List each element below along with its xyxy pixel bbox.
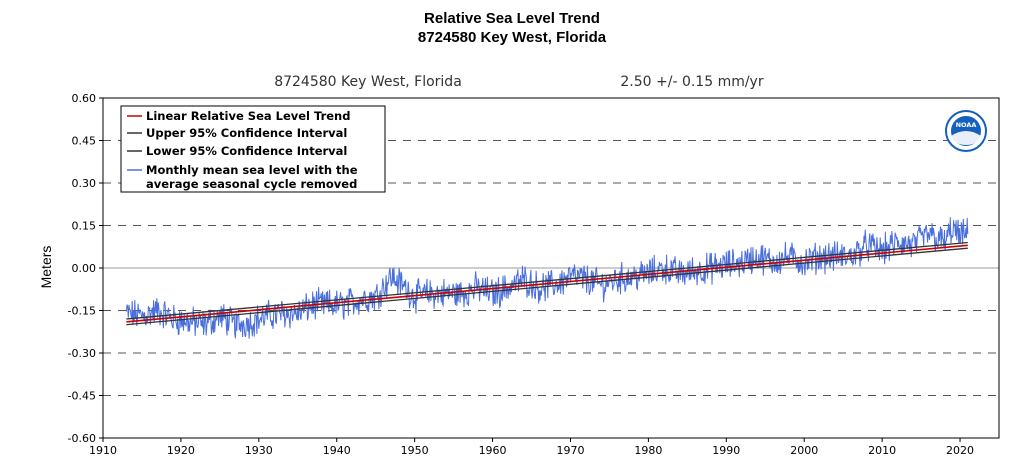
station-label: 8724580 Key West, Florida (274, 74, 462, 90)
y-tick-label: -0.30 (68, 347, 96, 360)
y-tick-label: -0.15 (68, 305, 96, 318)
x-tick-label: 2020 (946, 444, 974, 457)
y-tick-label: -0.60 (68, 432, 96, 445)
x-tick-label: 2010 (868, 444, 896, 457)
y-tick-label: 0.15 (72, 220, 97, 233)
x-tick-label: 1980 (634, 444, 662, 457)
logo-bird-shape (951, 131, 981, 145)
x-tick-label: 1950 (401, 444, 429, 457)
noaa-logo: NOAA (945, 110, 987, 152)
trend-rate-label: 2.50 +/- 0.15 mm/yr (620, 74, 763, 90)
x-tick-label: 1940 (323, 444, 351, 457)
series-monthly-mean (125, 217, 969, 339)
legend: Linear Relative Sea Level Trend Upper 95… (120, 105, 386, 193)
x-tick-label: 1920 (167, 444, 195, 457)
legend-box (120, 105, 386, 193)
legend-entry-lower: Lower 95% Confidence Interval (146, 144, 347, 158)
legend-entry-monthly-line2: average seasonal cycle removed (146, 177, 357, 191)
series-upper-ci (126, 241, 968, 320)
y-axis-ticks: 0.60 0.45 0.30 0.15 0.00 -0.15 -0.30 -0.45 -0.60 (68, 92, 103, 445)
x-tick-label: 1910 (89, 444, 117, 457)
grid-lines (103, 140, 999, 396)
series-linear-trend (126, 244, 968, 323)
legend-entry-upper: Upper 95% Confidence Interval (146, 126, 347, 140)
legend-entry-trend: Linear Relative Sea Level Trend (146, 109, 350, 123)
y-axis-label: Meters (38, 246, 54, 289)
y-tick-label: 0.45 (72, 135, 97, 148)
y-tick-label: 0.60 (72, 92, 97, 105)
y-tick-label: -0.45 (68, 390, 96, 403)
x-axis-ticks: 1910 1920 1930 1940 1950 1960 1970 1980 1990 2000… (89, 438, 974, 457)
logo-text: NOAA (956, 121, 977, 129)
chart-title: Relative Sea Level Trend (424, 10, 600, 27)
y-tick-label: 0.00 (72, 262, 97, 275)
data-series (125, 217, 969, 339)
x-tick-label: 2000 (790, 444, 818, 457)
x-tick-label: 1990 (712, 444, 740, 457)
y-tick-label: 0.30 (72, 177, 97, 190)
x-tick-label: 1970 (556, 444, 584, 457)
series-lower-ci (126, 247, 968, 326)
legend-entry-monthly-line1: Monthly mean sea level with the (146, 163, 358, 177)
x-tick-label: 1930 (245, 444, 273, 457)
x-tick-label: 1960 (479, 444, 507, 457)
chart-subtitle: 8724580 Key West, Florida (418, 29, 607, 46)
